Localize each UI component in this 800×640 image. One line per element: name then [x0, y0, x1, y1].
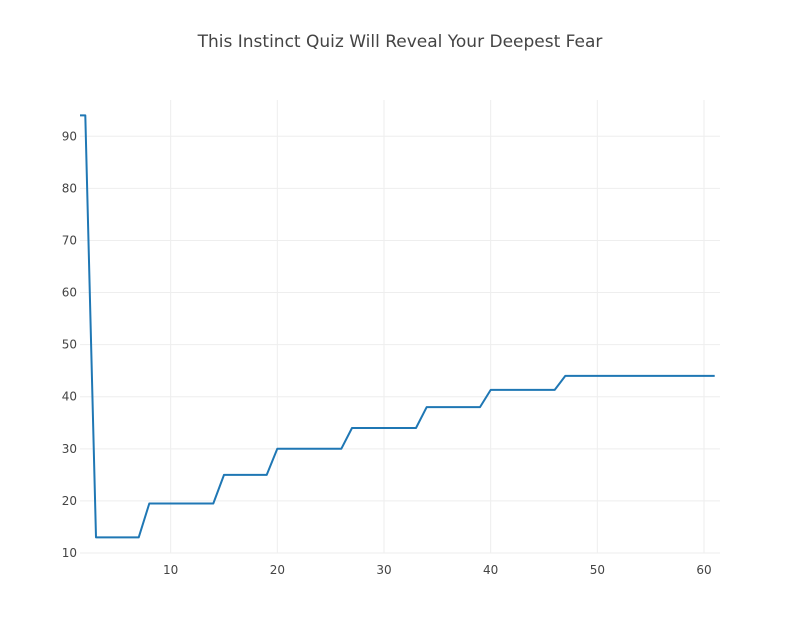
- y-axis-ticks: 10 20 30 40 50 60 70 80 90: [62, 129, 77, 560]
- y-tick-label: 40: [62, 390, 77, 404]
- y-tick-label: 20: [62, 494, 77, 508]
- series-line: [80, 114, 715, 539]
- y-tick-label: 70: [62, 233, 77, 247]
- x-tick-label: 30: [376, 563, 391, 577]
- y-tick-label: 60: [62, 286, 77, 300]
- x-axis-ticks: 10 20 30 40 50 60: [163, 563, 712, 577]
- series-lines: [80, 114, 715, 539]
- x-tick-label: 60: [696, 563, 711, 577]
- x-tick-label: 10: [163, 563, 178, 577]
- x-tick-label: 20: [270, 563, 285, 577]
- y-tick-label: 90: [62, 129, 77, 143]
- y-tick-label: 80: [62, 181, 77, 195]
- chart-title: This Instinct Quiz Will Reveal Your Deep…: [197, 32, 603, 52]
- y-tick-label: 50: [62, 338, 77, 352]
- y-tick-label: 30: [62, 442, 77, 456]
- x-tick-label: 50: [590, 563, 605, 577]
- y-tick-label: 10: [62, 546, 77, 560]
- grid-lines: [80, 100, 720, 554]
- x-tick-label: 40: [483, 563, 498, 577]
